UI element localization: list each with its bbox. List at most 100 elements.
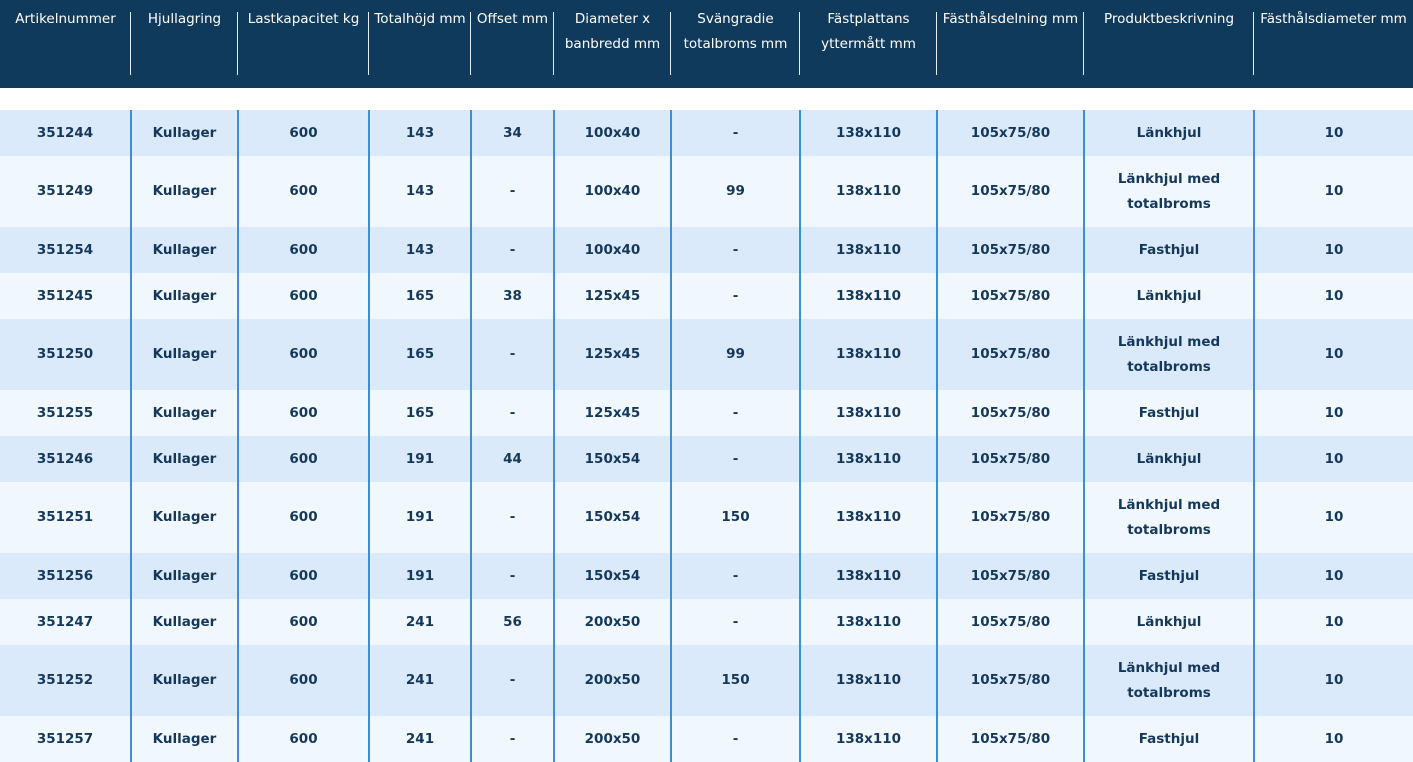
cell-fasthalsdelning: 105x75/80 <box>937 227 1085 273</box>
cell-fasthalsdelning: 105x75/80 <box>937 436 1085 482</box>
cell-offset: - <box>471 390 555 436</box>
header-offset: Offset mm <box>471 0 554 88</box>
table-row: 351247 Kullager 600 241 56 200x50-138x110 105x… <box>0 599 1413 645</box>
cell-diameter-banbredd: 100x40 <box>554 110 672 156</box>
header-produktbeskrivning: Produktbeskrivning <box>1084 0 1254 88</box>
header-fasthalsdelning: Fästhålsdelning mm <box>937 0 1084 88</box>
cell-diameter-banbredd: 150x54 <box>554 482 672 553</box>
header-fasthalsdiameter: Fästhålsdiameter mm <box>1254 0 1413 88</box>
cell-diameter-banbredd: 150x54 <box>554 436 672 482</box>
cell-artikelnummer: 351245 <box>0 273 132 319</box>
cell-produktbeskrivning: Länkhjul <box>1084 273 1255 319</box>
cell-diameter-banbredd: 150x54 <box>554 553 672 599</box>
cell-offset: 56 <box>471 599 555 645</box>
cell-hjullagring: Kullager <box>131 482 239 553</box>
cell-hjullagring: Kullager <box>131 227 239 273</box>
cell-produktbeskrivning: Fasthjul <box>1084 390 1255 436</box>
cell-hjullagring: Kullager <box>131 436 239 482</box>
cell-offset: - <box>471 645 555 716</box>
cell-fasthalsdelning: 105x75/80 <box>937 645 1085 716</box>
cell-diameter-banbredd: 125x45 <box>554 390 672 436</box>
cell-produktbeskrivning: Länkhjul med totalbroms <box>1084 482 1255 553</box>
cell-fastplattans-yttermatt: 138x110 <box>800 482 938 553</box>
cell-totalhojd: 241 <box>369 716 472 762</box>
cell-fasthalsdiameter: 10 <box>1254 319 1413 390</box>
cell-totalhojd: 143 <box>369 156 472 227</box>
cell-lastkapacitet: 600 <box>238 156 370 227</box>
cell-diameter-banbredd: 200x50 <box>554 599 672 645</box>
cell-offset: - <box>471 553 555 599</box>
cell-totalhojd: 165 <box>369 273 472 319</box>
table-row: 351245 Kullager 600 165 38 125x45-138x110 105x… <box>0 273 1413 319</box>
cell-fasthalsdiameter: 10 <box>1254 110 1413 156</box>
cell-fasthalsdiameter: 10 <box>1254 436 1413 482</box>
cell-diameter-banbredd: 125x45 <box>554 273 672 319</box>
cell-offset: - <box>471 227 555 273</box>
cell-fastplattans-yttermatt: 138x110 <box>800 599 938 645</box>
cell-lastkapacitet: 600 <box>238 436 370 482</box>
cell-hjullagring: Kullager <box>131 553 239 599</box>
table-row: 351257 Kullager 600 241-200x50-138x110 105x7… <box>0 716 1413 762</box>
cell-diameter-banbredd: 125x45 <box>554 319 672 390</box>
cell-artikelnummer: 351247 <box>0 599 132 645</box>
cell-lastkapacitet: 600 <box>238 553 370 599</box>
cell-fastplattans-yttermatt: 138x110 <box>800 110 938 156</box>
header-lastkapacitet: Lastkapacitet kg <box>238 0 369 88</box>
cell-hjullagring: Kullager <box>131 645 239 716</box>
cell-produktbeskrivning: Länkhjul med totalbroms <box>1084 645 1255 716</box>
cell-fasthalsdiameter: 10 <box>1254 156 1413 227</box>
cell-lastkapacitet: 600 <box>238 273 370 319</box>
cell-hjullagring: Kullager <box>131 599 239 645</box>
header-totalhojd: Totalhöjd mm <box>369 0 471 88</box>
cell-artikelnummer: 351244 <box>0 110 132 156</box>
cell-fasthalsdelning: 105x75/80 <box>937 156 1085 227</box>
cell-lastkapacitet: 600 <box>238 319 370 390</box>
cell-lastkapacitet: 600 <box>238 227 370 273</box>
cell-fasthalsdelning: 105x75/80 <box>937 319 1085 390</box>
cell-offset: 38 <box>471 273 555 319</box>
cell-artikelnummer: 351249 <box>0 156 132 227</box>
cell-offset: 34 <box>471 110 555 156</box>
cell-artikelnummer: 351255 <box>0 390 132 436</box>
cell-svangradie: - <box>671 716 801 762</box>
cell-lastkapacitet: 600 <box>238 110 370 156</box>
cell-lastkapacitet: 600 <box>238 390 370 436</box>
cell-fasthalsdelning: 105x75/80 <box>937 482 1085 553</box>
cell-fastplattans-yttermatt: 138x110 <box>800 390 938 436</box>
cell-fastplattans-yttermatt: 138x110 <box>800 645 938 716</box>
table-row: 351251 Kullager 600 191-150x54 150 138x110 105… <box>0 482 1413 553</box>
cell-totalhojd: 241 <box>369 599 472 645</box>
table-row: 351254 Kullager 600 143-100x40-138x110 105x7… <box>0 227 1413 273</box>
cell-artikelnummer: 351252 <box>0 645 132 716</box>
cell-diameter-banbredd: 200x50 <box>554 645 672 716</box>
cell-artikelnummer: 351257 <box>0 716 132 762</box>
cell-produktbeskrivning: Länkhjul med totalbroms <box>1084 319 1255 390</box>
cell-svangradie: - <box>671 227 801 273</box>
cell-fasthalsdelning: 105x75/80 <box>937 716 1085 762</box>
header-artikelnummer: Artikelnummer <box>0 0 131 88</box>
cell-offset: - <box>471 482 555 553</box>
cell-fasthalsdelning: 105x75/80 <box>937 273 1085 319</box>
cell-hjullagring: Kullager <box>131 390 239 436</box>
table-row: 351244 Kullager 600 143 34 100x40-138x110 105x… <box>0 110 1413 156</box>
cell-svangradie: 150 <box>671 482 801 553</box>
header-spacer <box>0 88 1413 110</box>
cell-artikelnummer: 351256 <box>0 553 132 599</box>
cell-fastplattans-yttermatt: 138x110 <box>800 273 938 319</box>
cell-totalhojd: 165 <box>369 319 472 390</box>
header-svangradie: Svängradie totalbroms mm <box>671 0 800 88</box>
cell-fasthalsdiameter: 10 <box>1254 553 1413 599</box>
cell-svangradie: 99 <box>671 319 801 390</box>
cell-fasthalsdelning: 105x75/80 <box>937 599 1085 645</box>
table-row: 351249 Kullager 600 143-100x40 99 138x110 105x… <box>0 156 1413 227</box>
cell-produktbeskrivning: Länkhjul <box>1084 110 1255 156</box>
table-body: 351244 Kullager 600 143 34 100x40-138x110 105x… <box>0 110 1413 762</box>
header-row: Artikelnummer Hjullagring Lastkapacitet … <box>0 0 1413 88</box>
cell-fasthalsdelning: 105x75/80 <box>937 390 1085 436</box>
table-row: 351255 Kullager 600 165-125x45-138x110 105x7… <box>0 390 1413 436</box>
cell-fasthalsdiameter: 10 <box>1254 645 1413 716</box>
cell-fastplattans-yttermatt: 138x110 <box>800 436 938 482</box>
cell-svangradie: - <box>671 599 801 645</box>
cell-fastplattans-yttermatt: 138x110 <box>800 156 938 227</box>
